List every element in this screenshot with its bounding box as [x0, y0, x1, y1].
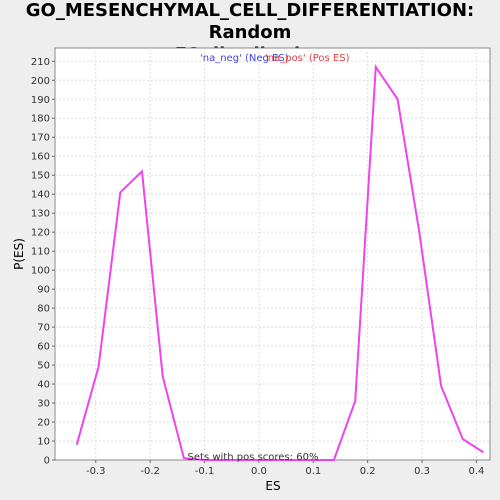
y-tick-label: 10 [37, 437, 50, 448]
x-tick-label: -0.1 [195, 466, 215, 477]
x-tick-label: 0.2 [360, 466, 376, 477]
grid [55, 48, 490, 460]
x-tick-label: -0.3 [86, 466, 106, 477]
x-tick-label: 0.1 [305, 466, 321, 477]
y-tick-label: 180 [31, 114, 50, 125]
legend-item-neg: 'na_neg' (Neg ES) [200, 53, 289, 64]
y-tick-label: 50 [37, 361, 50, 372]
y-tick-label: 90 [37, 285, 50, 296]
series-line-0 [75, 64, 485, 461]
y-tick-label: 100 [31, 266, 50, 277]
y-tick-label: 70 [37, 323, 50, 334]
x-tick-label: 0.3 [414, 466, 430, 477]
y-tick-label: 80 [37, 304, 50, 315]
axes: 0 10 20 30 40 50 60 70 80 90 100 110 120 130 140 150 160… [31, 57, 484, 477]
plot-background [54, 47, 491, 461]
x-tick-label: -0.2 [140, 466, 160, 477]
y-tick-label: 190 [31, 95, 50, 106]
pos-scores-annotation: Sets with pos scores: 60% [188, 452, 319, 463]
y-tick-label: 0 [44, 456, 50, 467]
chart-title-line-1: GO_MESENCHYMAL_CELL_DIFFERENTIATION: Ran… [25, 0, 475, 43]
legend: 'na_neg' (Neg ES)'na_pos' (Pos ES) [200, 53, 350, 64]
y-tick-label: 210 [31, 57, 50, 68]
y-tick-label: 150 [31, 171, 50, 182]
x-axis-label: ES [265, 479, 280, 493]
x-tick-label: 0.4 [468, 466, 484, 477]
y-tick-label: 110 [31, 247, 50, 258]
y-tick-label: 30 [37, 399, 50, 410]
y-tick-label: 140 [31, 190, 50, 201]
y-tick-label: 40 [37, 380, 50, 391]
y-tick-label: 60 [37, 342, 50, 353]
x-tick-label: 0.0 [251, 466, 267, 477]
legend-item-pos: 'na_pos' (Pos ES) [265, 53, 350, 64]
y-axis-label: P(ES) [12, 238, 26, 270]
y-tick-label: 170 [31, 133, 50, 144]
y-tick-label: 120 [31, 228, 50, 239]
y-tick-label: 200 [31, 76, 50, 87]
series-layer [75, 64, 485, 461]
y-tick-label: 20 [37, 418, 50, 429]
y-tick-label: 130 [31, 209, 50, 220]
y-tick-label: 160 [31, 152, 50, 163]
